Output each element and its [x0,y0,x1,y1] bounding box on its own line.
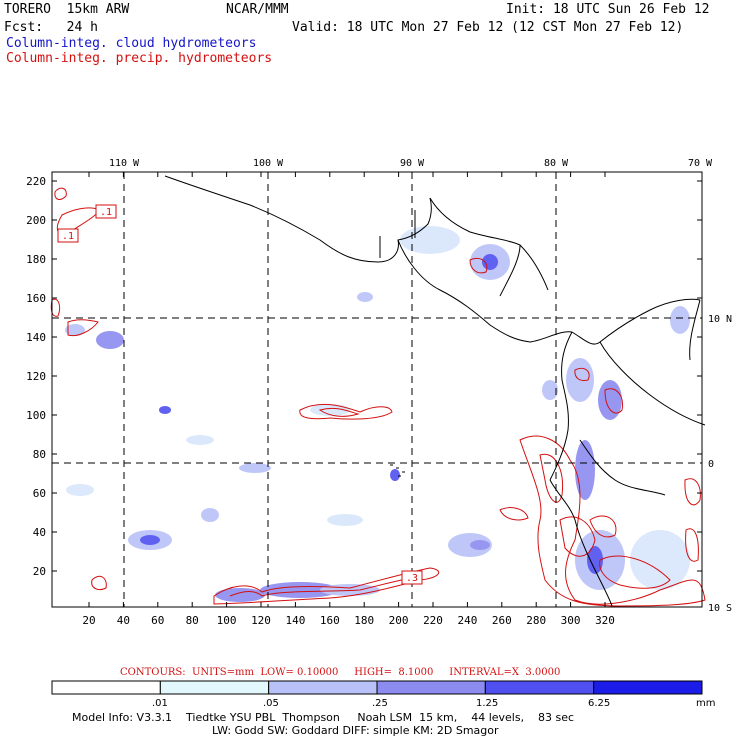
x-axis: 20 40 60 80 100 120 140 160 180 200 220 240 260 280 30… [82,172,615,627]
cloud-shading [65,226,690,602]
x-tick-label: 200 [389,614,409,627]
x-tick-label: 240 [457,614,477,627]
colorbar-label: .05 [263,698,279,709]
y-tick-label: 20 [33,565,46,578]
colorbar-unit: mm [696,698,716,709]
lat-label: 10 S [708,603,732,614]
y-tick-label: 60 [33,487,46,500]
coastlines [164,175,706,607]
y-tick-label: 200 [26,214,46,227]
map-frame [51,171,703,608]
x-tick-label: 160 [320,614,340,627]
graticule [52,172,702,607]
organization: NCAR/MMM [226,2,289,17]
y-tick-label: 120 [26,370,46,383]
x-tick-label: 140 [285,614,305,627]
lon-label: 110 W [109,158,140,169]
right-latitude-labels: 10 N 0 10 S [708,314,732,614]
y-tick-label: 80 [33,448,46,461]
colorbar-segment [268,680,378,695]
x-tick-label: 120 [251,614,271,627]
x-tick-label: 180 [354,614,374,627]
x-tick-label: 80 [186,614,199,627]
colorbar-label: .01 [152,698,168,709]
lon-label: 100 W [253,158,284,169]
lon-label: 80 W [544,158,569,169]
colorbar-segment [593,680,703,695]
y-axis: 220 200 180 160 140 120 100 80 60 40 20 [26,175,702,578]
colorbar-segment [376,680,486,695]
colorbar-segment [51,680,161,695]
model-name: TORERO 15km ARW [4,2,130,17]
lon-label: 90 W [400,158,425,169]
y-tick-label: 100 [26,409,46,422]
x-tick-label: 60 [151,614,164,627]
x-tick-label: 40 [117,614,130,627]
x-tick-label: 20 [82,614,95,627]
y-tick-label: 160 [26,292,46,305]
y-tick-label: 180 [26,253,46,266]
forecast-hour: Fcst: 24 h [4,20,98,35]
contour-label: .3 [406,573,418,584]
x-tick-label: 300 [561,614,581,627]
init-time: Init: 18 UTC Sun 26 Feb 12 [506,2,710,17]
contours-info: CONTOURS: UNITS=mm LOW= 0.10000 HIGH= 8.… [120,667,561,678]
lat-label: 0 [708,459,714,470]
precip-contours [50,187,706,607]
x-tick-label: 260 [492,614,512,627]
colorbar-segment [159,680,270,695]
field-precip-title: Column-integ. precip. hydrometeors [6,51,273,66]
x-tick-label: 100 [217,614,237,627]
colorbar-segment [484,680,595,695]
x-tick-label: 320 [595,614,615,627]
top-longitude-labels: 110 W 100 W 90 W 80 W 70 W [109,158,713,169]
y-tick-label: 40 [33,526,46,539]
model-info-line1: Model Info: V3.3.1 Tiedtke YSU PBL Thomp… [72,711,575,724]
colorbar [51,680,703,695]
contour-label: .1 [100,207,112,218]
contour-label: .1 [62,231,74,242]
x-tick-label: 280 [526,614,546,627]
y-tick-label: 140 [26,331,46,344]
lat-label: 10 N [708,314,732,325]
y-tick-label: 220 [26,175,46,188]
lon-label: 70 W [688,158,713,169]
field-cloud-title: Column-integ. cloud hydrometeors [6,36,257,51]
colorbar-label: 6.25 [588,698,611,709]
colorbar-label: .25 [372,698,388,709]
colorbar-label: 1.25 [476,698,499,709]
x-tick-label: 220 [423,614,443,627]
valid-time: Valid: 18 UTC Mon 27 Feb 12 (12 CST Mon … [292,20,684,35]
model-info-line2: LW: Godd SW: Goddard DIFF: simple KM: 2D… [212,724,499,737]
